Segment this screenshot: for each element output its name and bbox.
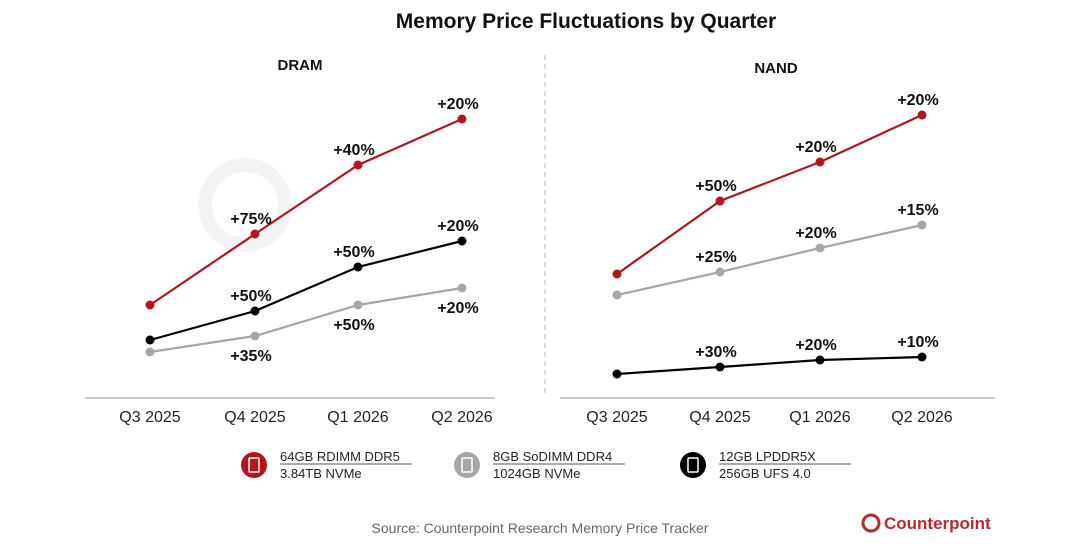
data-point <box>145 335 155 345</box>
legend-desktop-icon <box>454 452 480 478</box>
data-point <box>457 283 467 293</box>
legend-phone-icon <box>680 452 706 478</box>
data-point <box>612 369 622 379</box>
data-point <box>457 236 467 246</box>
x-tick-label: Q4 2025 <box>689 409 750 426</box>
data-label: +20% <box>795 139 836 156</box>
data-point <box>145 300 155 310</box>
data-label: +15% <box>897 202 938 219</box>
series-line <box>149 286 463 354</box>
brand-name: Counterpoint <box>884 514 991 533</box>
data-point <box>715 267 725 277</box>
data-label: +50% <box>333 317 374 334</box>
data-point <box>457 114 467 124</box>
data-point <box>715 362 725 372</box>
data-point <box>715 196 725 206</box>
data-label: +50% <box>333 244 374 261</box>
source-note: Source: Counterpoint Research Memory Pri… <box>372 520 709 536</box>
x-tick-label: Q3 2025 <box>119 409 180 426</box>
x-tick-label: Q1 2026 <box>327 409 388 426</box>
data-label: +10% <box>897 334 938 351</box>
x-tick-label: Q4 2025 <box>224 409 285 426</box>
data-label: +40% <box>333 142 374 159</box>
data-label: +20% <box>795 225 836 242</box>
data-point <box>145 347 155 357</box>
panel-title-nand: NAND <box>754 60 797 77</box>
chart-title: Memory Price Fluctuations by Quarter <box>396 10 776 33</box>
data-point <box>815 157 825 167</box>
data-label: +20% <box>437 300 478 317</box>
series-line <box>616 223 923 297</box>
legend-label-1: 8GB SoDIMM DDR4 <box>493 449 612 464</box>
series-line <box>616 114 923 275</box>
data-point <box>353 160 363 170</box>
data-label: +35% <box>230 348 271 365</box>
data-point <box>250 331 260 341</box>
data-label: +30% <box>695 344 736 361</box>
legend-label-2: 1024GB NVMe <box>493 466 580 481</box>
legend-server-icon <box>241 452 267 478</box>
x-tick-label: Q2 2026 <box>891 409 952 426</box>
desktop-icon-glyph <box>461 457 473 473</box>
phone-icon-glyph <box>687 457 699 473</box>
data-label: +20% <box>795 337 836 354</box>
panel-title-dram: DRAM <box>278 57 323 74</box>
data-point <box>353 300 363 310</box>
data-point <box>612 269 622 279</box>
data-label: +25% <box>695 249 736 266</box>
data-point <box>917 352 927 362</box>
legend-label-1: 12GB LPDDR5X <box>719 449 816 464</box>
data-point <box>353 262 363 272</box>
legend-label-2: 3.84TB NVMe <box>280 466 362 481</box>
data-point <box>917 220 927 230</box>
data-label: +50% <box>230 288 271 305</box>
series-line <box>149 239 463 342</box>
data-label: +75% <box>230 211 271 228</box>
data-label: +50% <box>695 178 736 195</box>
legend-label-2: 256GB UFS 4.0 <box>719 466 811 481</box>
x-tick-label: Q1 2026 <box>789 409 850 426</box>
x-tick-label: Q3 2025 <box>586 409 647 426</box>
data-label: +20% <box>897 92 938 109</box>
series-line <box>149 117 463 306</box>
legend-label-1: 64GB RDIMM DDR5 <box>280 449 400 464</box>
data-point <box>612 290 622 300</box>
data-point <box>815 243 825 253</box>
x-tick-label: Q2 2026 <box>431 409 492 426</box>
series-line <box>616 355 923 376</box>
data-point <box>917 110 927 120</box>
data-point <box>250 306 260 316</box>
data-point <box>250 229 260 239</box>
brand-logo-icon <box>861 513 881 533</box>
data-point <box>815 355 825 365</box>
data-label: +20% <box>437 218 478 235</box>
data-label: +20% <box>437 96 478 113</box>
server-icon-glyph <box>248 457 260 473</box>
watermark-logo-icon <box>198 158 292 252</box>
